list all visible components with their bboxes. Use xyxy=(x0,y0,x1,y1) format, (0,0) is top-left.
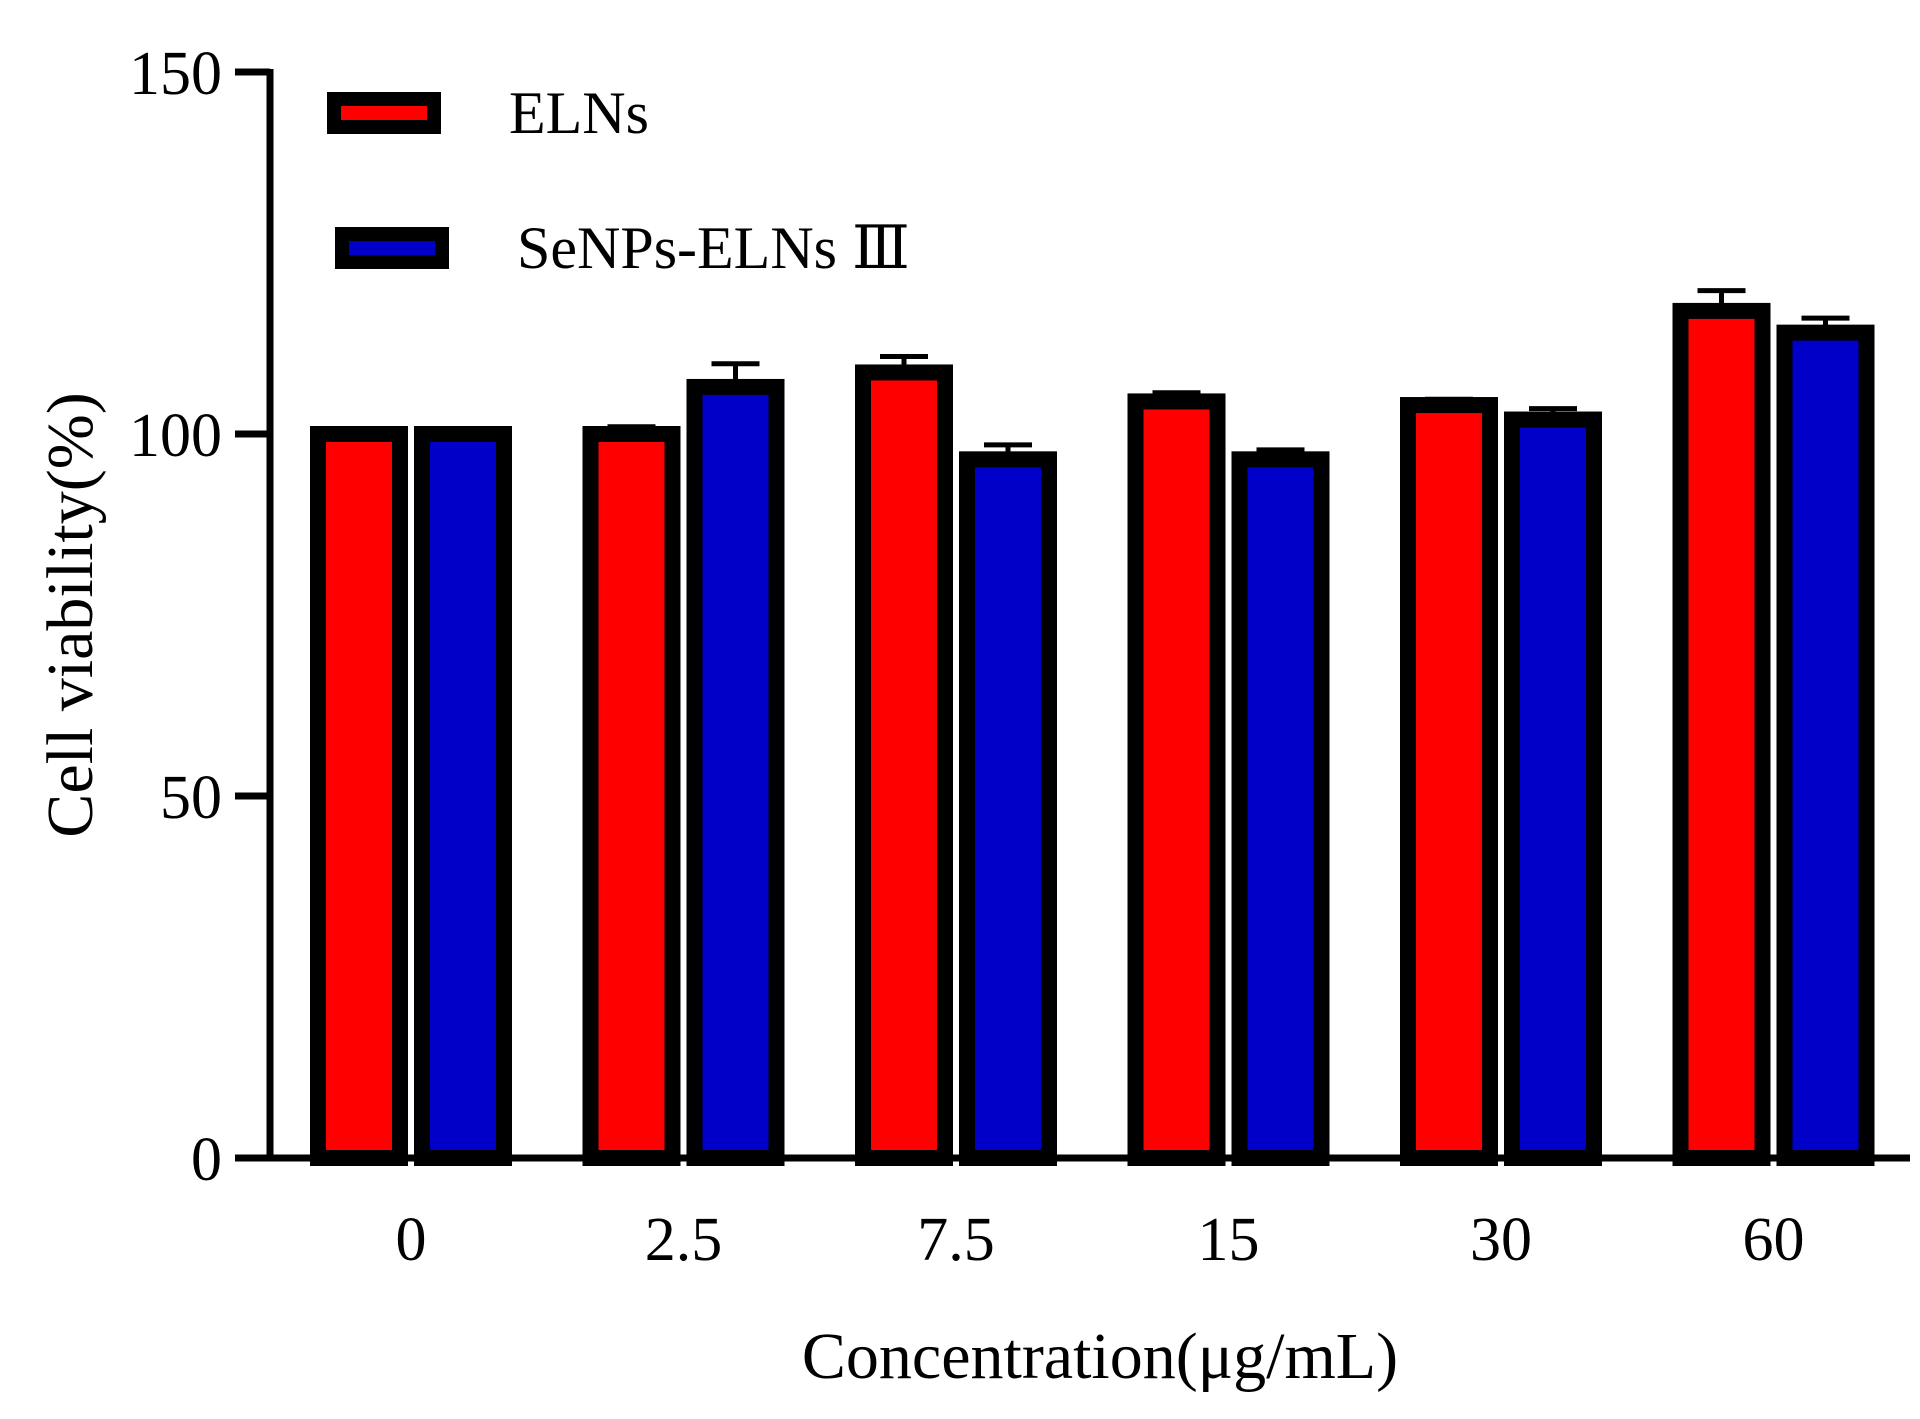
y-tick-label: 150 xyxy=(129,40,222,108)
x-tick-label: 15 xyxy=(1198,1206,1260,1274)
x-axis-title: Concentration(μg/mL) xyxy=(802,1320,1398,1393)
bar-senps-elns-60 xyxy=(1776,324,1875,1166)
bar-elns-60 xyxy=(1672,302,1771,1167)
x-tick-label: 2.5 xyxy=(645,1206,723,1274)
bar-senps-elns-2.5 xyxy=(686,378,785,1166)
bar-senps-elns-30 xyxy=(1504,411,1602,1166)
bar-elns-0 xyxy=(310,426,408,1166)
bar-senps-elns-0 xyxy=(414,426,512,1166)
y-tick-label: 50 xyxy=(160,764,222,832)
bar-senps-elns-15 xyxy=(1231,451,1330,1166)
legend: ELNs SeNPs-ELNs Ⅲ xyxy=(327,80,910,281)
bar-senps-elns-7.5 xyxy=(959,451,1057,1166)
bar-elns-2.5 xyxy=(582,426,681,1166)
y-tick-label: 0 xyxy=(191,1126,222,1194)
x-tick-label: 30 xyxy=(1470,1206,1532,1274)
legend-label: SeNPs-ELNs Ⅲ xyxy=(517,215,910,281)
bar-elns-30 xyxy=(1400,397,1498,1167)
x-tick-label: 60 xyxy=(1743,1206,1805,1274)
ticks-layer: 0 50 100 150 0 2.5 7.5 15 30 60 xyxy=(129,40,1805,1274)
y-axis-title: Cell viability(%) xyxy=(34,392,107,837)
bars-layer xyxy=(310,288,1875,1167)
x-tick-label: 0 xyxy=(396,1206,427,1274)
legend-label: ELNs xyxy=(509,80,649,146)
y-tick-label: 100 xyxy=(129,402,222,470)
legend-swatch-senps-elns xyxy=(335,227,449,269)
bar-elns-7.5 xyxy=(855,364,953,1166)
bar-elns-15 xyxy=(1127,393,1226,1167)
axes-layer xyxy=(266,69,1910,1162)
x-tick-label: 7.5 xyxy=(917,1206,995,1274)
legend-swatch-elns xyxy=(327,92,441,134)
